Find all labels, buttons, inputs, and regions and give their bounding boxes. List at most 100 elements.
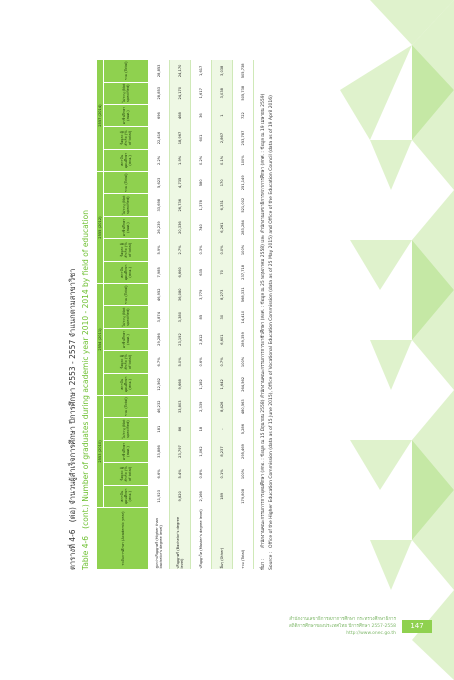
table-number: Table 4-6 — [81, 535, 90, 570]
cell: 6,660 — [169, 261, 191, 284]
cell: 24,170 — [169, 59, 191, 83]
cell: 8,237 — [211, 440, 233, 463]
source-en: Source : Office of the Higher Education C… — [268, 50, 275, 570]
header-row: สถาบันอุดมศึกษา (สกอ.) ร้อยละ ผู้สำเร็จ (… — [103, 59, 149, 570]
cell: 8,273 — [211, 283, 233, 306]
column-header: ร้อยละ ผู้สำเร็จ (% of total) — [103, 462, 149, 486]
cell: 521,002 — [232, 194, 254, 217]
text: Office of the Higher Education Commissio… — [268, 95, 274, 548]
cell: 86 — [169, 417, 191, 441]
footer-line: สำนักงานเลขาธิการสภาการศึกษา กระทรวงศึกษ… — [289, 617, 396, 622]
cell: 722 — [232, 104, 254, 127]
cell: 11,923 — [148, 485, 170, 508]
column-header: อาชีวศึกษา (สอศ.) — [103, 216, 149, 239]
cell: 2.7% — [169, 238, 191, 262]
column-header: ร้อยละ ผู้สำเร็จ (% of total) — [103, 350, 149, 374]
label: Source : — [268, 551, 274, 570]
table-row: รวม (Total) 179,808 100% 295,469 5,286 480,56… — [232, 59, 254, 570]
cell: 12,562 — [148, 373, 170, 396]
year-header: 2553 (2010) — [96, 395, 104, 508]
label: ที่มา : — [261, 558, 267, 570]
text: สำนักงานคณะกรรมการการอุดมศึกษา (สกอ. : ข… — [261, 93, 267, 548]
cell: 568,331 — [232, 283, 254, 306]
cell: 85 — [190, 305, 212, 329]
title-th: ตารางที่ 4-6 (ต่อ) จำนวนผู้สำเร็จการศึกษ… — [67, 50, 79, 570]
cell: 5.9% — [148, 238, 170, 262]
column-header: อาชีวศึกษา (สอศ.) — [103, 328, 149, 351]
cell: 26,239 — [148, 216, 170, 239]
cell: 6.6% — [148, 462, 170, 486]
header-row: ระดับการศึกษา (Academic year) 2553 (2010)… — [96, 59, 149, 570]
cell: 480,563 — [232, 395, 254, 418]
rotated-table-block: ตารางที่ 4-6 (ต่อ) จำนวนผู้สำเร็จการศึกษ… — [65, 50, 335, 570]
cell: 5,623 — [148, 171, 170, 194]
cell: 580 — [190, 171, 212, 194]
footer: สำนักงานเลขาธิการสภาการศึกษา กระทรวงศึกษ… — [289, 617, 396, 637]
cell: 289,359 — [232, 328, 254, 351]
cell: 46,952 — [148, 283, 170, 306]
cell: 3,038 — [211, 82, 233, 105]
title: (ต่อ) จำนวนผู้สำเร็จการศึกษา ปีการศึกษา … — [68, 268, 77, 523]
cell: 5.0% — [169, 350, 191, 374]
cell: 179,808 — [232, 485, 254, 508]
cell: 251,149 — [232, 171, 254, 194]
column-header: ร้อยละ ผู้สำเร็จ (% of total) — [103, 126, 149, 150]
cell: 0.7% — [211, 350, 233, 374]
cell: 3,038 — [211, 59, 233, 83]
data-table: ระดับการศึกษา (Academic year) 2553 (2010)… — [96, 59, 254, 570]
column-header: สถาบันอุดมศึกษา (สกอ.) — [103, 149, 149, 172]
cell: 28,853 — [148, 82, 170, 105]
column-header: อาชีวศึกษา (สอศ.) — [103, 104, 149, 127]
cell: 33,886 — [148, 440, 170, 463]
cell: 9,820 — [169, 485, 191, 508]
row-label: อื่นๆ (Other) — [211, 507, 233, 570]
cell: 28,853 — [148, 59, 170, 83]
cell: 1,378 — [190, 194, 212, 217]
cell: 0.3% — [190, 238, 212, 262]
table-number: ตารางที่ 4-6 — [68, 529, 77, 570]
cell: 18 — [190, 417, 212, 441]
cell: 1,182 — [190, 373, 212, 396]
table-row: ปริญญาโท (Master's degree level) 2,166 0.8… — [190, 59, 212, 570]
column-header: รวม (Total) — [103, 171, 149, 194]
table-row: ปริญญาตรี (Bachelor's degree level) 9,820… — [169, 59, 191, 570]
cell: 23,192 — [169, 328, 191, 351]
cell: 1.9% — [169, 149, 191, 172]
cell: 8,426 — [211, 395, 233, 418]
cell: 1 — [211, 104, 233, 127]
cell: 46,232 — [148, 395, 170, 418]
cell: 0.2% — [190, 149, 212, 172]
cell: 505,738 — [232, 59, 254, 83]
year-header: 2554 (2011) — [96, 283, 104, 396]
cell: 100% — [232, 149, 254, 172]
cell: 33,698 — [148, 194, 170, 217]
cell: 2.2% — [148, 149, 170, 172]
notes: ที่มา : สำนักงานคณะกรรมการการอุดมศึกษา (ส… — [260, 50, 274, 570]
cell: 468 — [169, 104, 191, 127]
cell: 9,668 — [169, 373, 191, 396]
column-header: ไม่ระบุ (Not specified) — [103, 305, 149, 329]
cell: 1,062 — [190, 440, 212, 463]
cell: 635 — [190, 261, 212, 284]
cell: 36 — [190, 104, 212, 127]
cell: 7,985 — [148, 261, 170, 284]
year-header: 2557 (2014) — [96, 59, 104, 172]
column-header: ไม่ระบุ (Not specified) — [103, 417, 149, 441]
cell: 1,617 — [190, 82, 212, 105]
page-number: 147 — [402, 620, 432, 633]
field-header: ระดับการศึกษา (Academic year) — [96, 507, 149, 570]
cell: 253,787 — [232, 126, 254, 150]
column-header: ร้อยละ ผู้สำเร็จ (% of total) — [103, 238, 149, 262]
footer-url: http://www.onec.go.th — [346, 630, 396, 636]
cell: 24,170 — [169, 82, 191, 105]
cell: - — [211, 417, 233, 441]
column-header: รวม (Total) — [103, 59, 149, 83]
cell: 6,331 — [211, 194, 233, 217]
cell: 20,336 — [169, 216, 191, 239]
column-header: รวม (Total) — [103, 395, 149, 418]
cell: 26,736 — [169, 194, 191, 217]
cell: 170 — [211, 171, 233, 194]
column-header: สถาบันอุดมศึกษา (สกอ.) — [103, 485, 149, 508]
